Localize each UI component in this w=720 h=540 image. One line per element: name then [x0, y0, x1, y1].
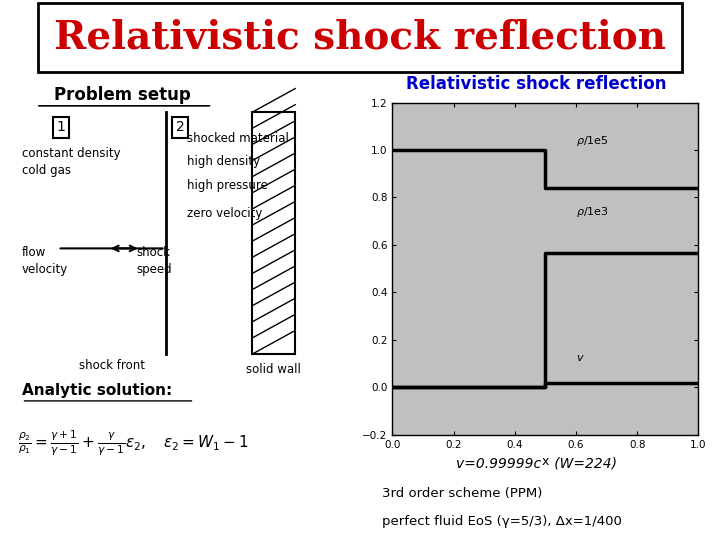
- X-axis label: x: x: [541, 455, 549, 468]
- Text: $\rho$/1e5: $\rho$/1e5: [576, 134, 608, 148]
- Text: speed: speed: [137, 262, 172, 275]
- Text: shock: shock: [137, 246, 171, 259]
- Text: 2: 2: [176, 120, 184, 134]
- Text: solid wall: solid wall: [246, 363, 301, 376]
- Text: cold gas: cold gas: [22, 164, 71, 177]
- Text: perfect fluid EoS (γ=5/3), Δx=1/400: perfect fluid EoS (γ=5/3), Δx=1/400: [382, 515, 622, 528]
- Text: high density: high density: [187, 156, 261, 168]
- Text: $\frac{\rho_2}{\rho_1} = \frac{\gamma+1}{\gamma-1} + \frac{\gamma}{\gamma-1}\var: $\frac{\rho_2}{\rho_1} = \frac{\gamma+1}…: [18, 428, 249, 457]
- Text: Relativistic shock reflection: Relativistic shock reflection: [406, 75, 667, 93]
- Text: Problem setup: Problem setup: [54, 86, 191, 104]
- Text: 1: 1: [57, 120, 66, 134]
- Text: shocked material: shocked material: [187, 132, 289, 145]
- Text: Relativistic shock reflection: Relativistic shock reflection: [54, 19, 666, 57]
- Text: Analytic solution:: Analytic solution:: [22, 383, 172, 399]
- Text: $v$: $v$: [576, 353, 585, 363]
- Text: v=0.99999c   (W=224): v=0.99999c (W=224): [456, 457, 617, 471]
- Text: velocity: velocity: [22, 262, 68, 275]
- Text: shock front: shock front: [78, 359, 145, 372]
- Text: 3rd order scheme (PPM): 3rd order scheme (PPM): [382, 487, 543, 500]
- Bar: [252, 112, 295, 354]
- Text: $\rho$/1e3: $\rho$/1e3: [576, 205, 609, 219]
- Text: zero velocity: zero velocity: [187, 207, 263, 220]
- Text: high pressure: high pressure: [187, 179, 268, 192]
- Text: flow: flow: [22, 246, 46, 259]
- Text: constant density: constant density: [22, 147, 120, 160]
